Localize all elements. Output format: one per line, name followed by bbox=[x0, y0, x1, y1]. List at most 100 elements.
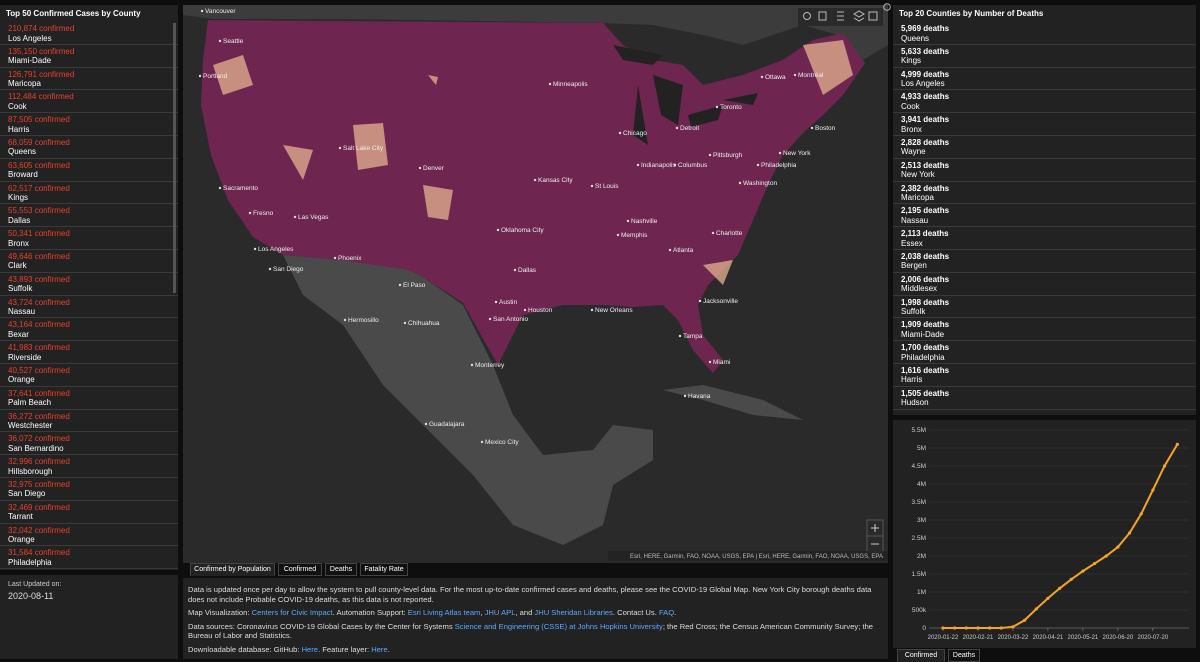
list-item[interactable]: 2,038 deaths Bergen bbox=[893, 250, 1196, 273]
city-label: St Louis bbox=[595, 183, 619, 190]
list-item[interactable]: 3,941 deaths Bronx bbox=[893, 113, 1196, 136]
link[interactable]: Centers for Civic Impact bbox=[251, 608, 333, 617]
list-item[interactable]: 41,983 confirmed Riverside bbox=[0, 341, 178, 364]
list-item[interactable]: 1,998 deaths Suffolk bbox=[893, 296, 1196, 319]
list-item[interactable]: 2,513 deaths New York bbox=[893, 159, 1196, 182]
list-item[interactable]: 2,113 deaths Essex bbox=[893, 227, 1196, 250]
link[interactable]: JHU APL bbox=[484, 608, 516, 617]
link[interactable]: Here bbox=[301, 644, 319, 654]
expand-icon[interactable] bbox=[883, 3, 891, 11]
list-item[interactable]: 126,791 confirmed Maricopa bbox=[0, 68, 178, 91]
list-item[interactable]: 36,072 confirmed San Bernardino bbox=[0, 432, 178, 456]
tab[interactable]: Confirmed bbox=[897, 649, 945, 662]
list-item[interactable]: 210,874 confirmed Los Angeles bbox=[0, 22, 178, 45]
city-label: Chicago bbox=[623, 130, 647, 137]
list-item[interactable]: 87,505 confirmed Harris bbox=[0, 113, 178, 136]
tab[interactable]: Confirmed bbox=[278, 563, 322, 576]
list-item[interactable]: 4,999 deaths Los Angeles bbox=[893, 68, 1196, 91]
paragraph: Downloadable database: GitHub: Here. Fea… bbox=[188, 645, 883, 655]
list-item[interactable]: 32,975 confirmed San Diego bbox=[0, 478, 178, 501]
city-label: Salt Lake City bbox=[343, 145, 384, 152]
link[interactable]: JHU Sheridan Libraries bbox=[534, 608, 613, 617]
text: Data is updated once per day to allow th… bbox=[188, 585, 872, 604]
list-item[interactable]: 2,006 deaths Middlesex bbox=[893, 273, 1196, 296]
list-item[interactable]: 112,484 confirmed Cook bbox=[0, 90, 178, 114]
home-button[interactable] bbox=[818, 11, 827, 21]
county: Miami-Dade bbox=[901, 329, 945, 339]
link[interactable]: Esri Living Atlas team bbox=[407, 608, 481, 617]
count: 4,999 deaths bbox=[901, 69, 950, 79]
tab[interactable]: Deaths bbox=[325, 563, 357, 576]
list-item[interactable]: 49,646 confirmed Clark bbox=[0, 250, 178, 273]
list-item[interactable]: 2,828 deaths Wayne bbox=[893, 136, 1196, 159]
list-item[interactable]: 4,933 deaths Cook bbox=[893, 90, 1196, 114]
count: 87,505 confirmed bbox=[8, 115, 70, 125]
list-item[interactable]: 1,909 deaths Miami-Dade bbox=[893, 318, 1196, 342]
list-item[interactable]: 5,633 deaths Kings bbox=[893, 45, 1196, 68]
link[interactable]: Science and Engineering (CSSE) at Johns … bbox=[454, 621, 663, 631]
point bbox=[1104, 554, 1108, 558]
city-label: Houston bbox=[528, 307, 553, 314]
city-label: Detroit bbox=[680, 125, 699, 132]
list-item[interactable]: 31,584 confirmed Philadelphia bbox=[0, 546, 178, 570]
list-item[interactable]: 1,505 deaths Hudson bbox=[893, 387, 1196, 410]
count: 5,633 deaths bbox=[901, 46, 950, 56]
list-item[interactable]: 2,195 deaths Nassau bbox=[893, 204, 1196, 228]
list-item[interactable]: 2,382 deaths Maricopa bbox=[893, 182, 1196, 205]
list-item[interactable]: 36,272 confirmed Westchester bbox=[0, 410, 178, 433]
list-item[interactable]: 40,527 confirmed Orange bbox=[0, 364, 178, 387]
count: 32,042 confirmed bbox=[8, 525, 70, 535]
cuba bbox=[663, 385, 803, 420]
list-item[interactable]: 32,996 confirmed Hillsborough bbox=[0, 455, 178, 478]
basemap-button[interactable] bbox=[868, 11, 878, 21]
county: Broward bbox=[8, 170, 38, 180]
search-button[interactable] bbox=[803, 12, 811, 20]
link[interactable]: FAQ bbox=[658, 608, 675, 617]
county: Los Angeles bbox=[8, 33, 52, 43]
list-item[interactable]: 43,724 confirmed Nassau bbox=[0, 296, 178, 319]
link[interactable]: Here bbox=[371, 644, 388, 654]
list-item[interactable]: 32,469 confirmed Tarrant bbox=[0, 501, 178, 524]
list-item[interactable]: 135,150 confirmed Miami-Dade bbox=[0, 45, 178, 68]
list-item[interactable]: 68,059 confirmed Queens bbox=[0, 136, 178, 159]
list-item[interactable]: 32,042 confirmed Orange bbox=[0, 524, 178, 547]
tab[interactable]: Confirmed by Population bbox=[190, 563, 275, 576]
list-item[interactable]: 50,341 confirmed Bronx bbox=[0, 227, 178, 250]
city-dot bbox=[494, 300, 498, 304]
map[interactable]: Esri, HERE, Garmin, FAO, NOAA, USGS, EPA… bbox=[183, 5, 888, 563]
x-tick-label: 2020-04-21 bbox=[1033, 635, 1064, 641]
city-dot bbox=[675, 126, 679, 130]
scrollbar[interactable] bbox=[173, 23, 176, 293]
count: 1,505 deaths bbox=[901, 388, 950, 398]
list-item[interactable]: 5,969 deaths Queens bbox=[893, 22, 1196, 45]
list-item[interactable]: 37,641 confirmed Palm Beach bbox=[0, 387, 178, 410]
tab[interactable]: Deaths bbox=[948, 649, 980, 662]
list-item[interactable]: 43,164 confirmed Bexar bbox=[0, 318, 178, 342]
label: Last Updated on: bbox=[8, 581, 62, 588]
list-item[interactable]: 43,893 confirmed Suffolk bbox=[0, 273, 178, 296]
count: 55,553 confirmed bbox=[8, 206, 70, 216]
list-item[interactable]: 1,700 deaths Philadelphia bbox=[893, 341, 1196, 364]
city-dot bbox=[218, 39, 222, 43]
county: Suffolk bbox=[8, 284, 33, 294]
city-dot bbox=[711, 231, 715, 235]
x-tick-label: 2020-02-21 bbox=[963, 635, 994, 641]
city-dot bbox=[616, 233, 620, 237]
tab[interactable]: Fatality Rate bbox=[360, 563, 408, 576]
list-item[interactable]: 62,517 confirmed Kings bbox=[0, 182, 178, 205]
list-item[interactable]: 55,553 confirmed Dallas bbox=[0, 204, 178, 228]
city-label: Mexico City bbox=[485, 439, 519, 446]
city-label: Tampa bbox=[683, 333, 703, 340]
county: San Bernardino bbox=[8, 443, 64, 453]
city-dot bbox=[293, 215, 297, 219]
county: Hillsborough bbox=[8, 466, 53, 476]
list-item[interactable]: 63,605 confirmed Broward bbox=[0, 159, 178, 182]
list-item[interactable]: 1,616 deaths Harris bbox=[893, 364, 1196, 387]
city-dot bbox=[418, 166, 422, 170]
point bbox=[953, 626, 957, 630]
y-tick-label: 1M bbox=[917, 589, 926, 596]
layers-button[interactable] bbox=[853, 10, 865, 22]
info-panel: Data is updated once per day to allow th… bbox=[183, 578, 888, 659]
county: Philadelphia bbox=[901, 352, 945, 362]
legend-button[interactable] bbox=[837, 11, 844, 21]
